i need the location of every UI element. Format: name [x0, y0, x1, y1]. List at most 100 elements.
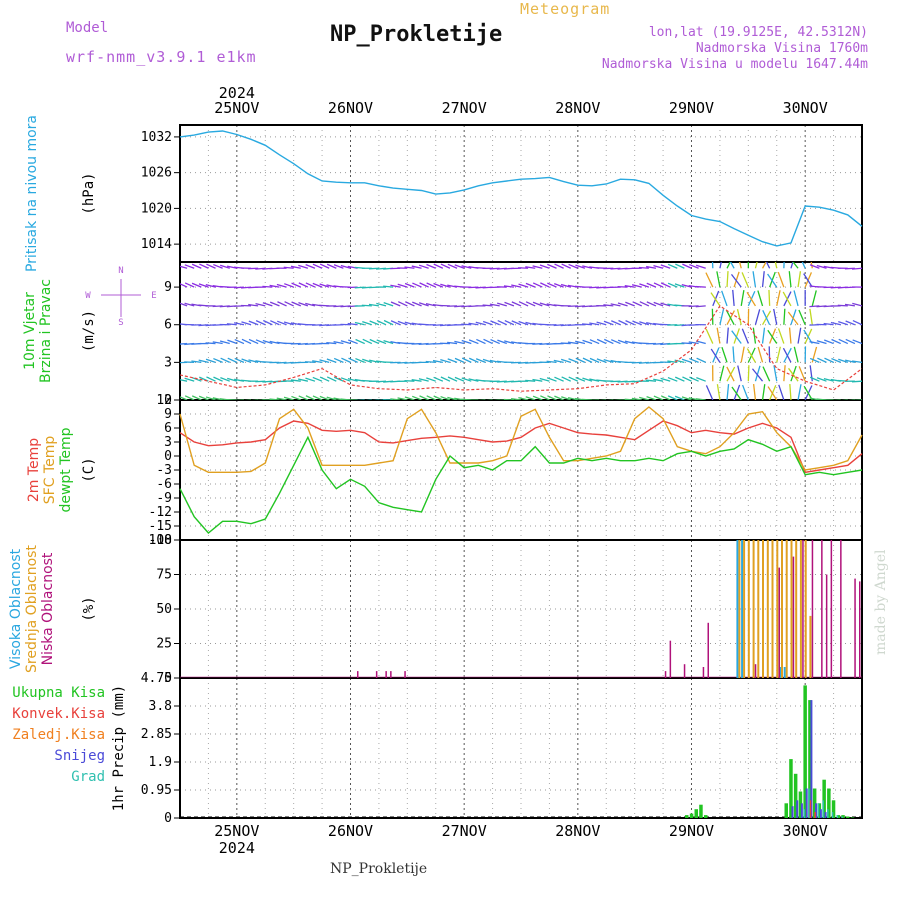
wind-barb — [730, 274, 742, 288]
wind-barb — [793, 346, 799, 363]
wind-barb — [362, 358, 373, 363]
x-tick-label-top: 25NOV — [214, 99, 259, 117]
y-tick-label: 6 — [164, 318, 172, 333]
wind-barb — [198, 283, 209, 288]
wind-barb — [496, 302, 507, 307]
wind-barb — [525, 282, 536, 288]
wind-barb — [788, 367, 799, 382]
wind-barb — [312, 376, 323, 382]
wind-barb — [767, 329, 778, 344]
footer-station-name: NP_Prokletije — [330, 861, 428, 877]
cloud-mid-bar — [781, 540, 783, 678]
precip-total-bar — [827, 788, 831, 818]
wind-barb — [740, 346, 745, 363]
wind-barb — [695, 340, 706, 345]
wind-barb — [782, 347, 792, 363]
wind-barb — [497, 339, 508, 345]
wind-barb — [525, 321, 536, 326]
wind-barb — [719, 262, 722, 269]
wind-barb — [419, 282, 429, 288]
wind-barb — [540, 395, 550, 400]
wind-barb — [731, 386, 742, 400]
wind-barb — [844, 267, 855, 270]
wind-barb — [447, 358, 458, 363]
cloud-low-bar — [830, 540, 833, 678]
compass-w-label: W — [85, 291, 91, 301]
wind-barb — [809, 308, 813, 325]
legend-label: Snijeg — [54, 748, 105, 764]
wind-barbs — [180, 262, 862, 400]
y-tick-label: 1.9 — [149, 755, 172, 770]
precip-total-bar — [704, 815, 708, 818]
wind-barb — [809, 376, 820, 382]
wind-barb — [741, 384, 749, 400]
wind-barb — [525, 396, 536, 400]
wind-barb — [845, 359, 856, 363]
cloud-low-bar — [811, 540, 814, 678]
wind-barb — [180, 265, 188, 269]
wind-barb — [811, 290, 817, 307]
wind-barb — [241, 358, 252, 363]
wind-barb — [319, 263, 330, 269]
wind-barb — [639, 321, 650, 326]
wind-barb — [426, 263, 436, 269]
wind-barb — [817, 357, 827, 363]
wind-barb — [852, 319, 862, 326]
y-tick-label: 9 — [164, 407, 172, 422]
wind-barb — [688, 341, 699, 345]
wind-barb — [596, 321, 607, 326]
wind-barb — [184, 264, 195, 269]
wind-barb — [719, 365, 725, 382]
wind-barb — [426, 395, 437, 400]
wind-barb — [227, 357, 238, 363]
wind-barb — [589, 322, 600, 326]
wind-barb — [767, 386, 778, 400]
cloud-low-bar — [357, 671, 359, 678]
precip-total-bar — [817, 803, 822, 818]
wind-barb — [404, 282, 415, 288]
wind-barb — [355, 357, 365, 363]
wind-barb — [369, 338, 380, 345]
wind-barb — [447, 341, 458, 345]
wind-barb — [476, 338, 486, 345]
wind-barb — [705, 328, 714, 344]
wind-barb — [646, 265, 657, 269]
wind-barb — [797, 271, 802, 288]
wind-barb — [783, 365, 786, 382]
wind-barb — [783, 308, 786, 325]
wind-barb — [568, 358, 579, 363]
wind-barb — [754, 309, 761, 325]
precip-snow-bar — [791, 806, 794, 818]
cloud-mid-bar — [776, 540, 779, 678]
y-tick-label: 9 — [164, 280, 172, 295]
panel-4: 4.75 3.8 2.85 1.9 0.95 0 1hr Precip (mm) Ukupna… — [12, 671, 863, 826]
wind-barb — [816, 340, 827, 345]
wind-barb — [291, 282, 302, 288]
credit-text: made by Angel — [873, 549, 889, 656]
wind-barb — [269, 340, 280, 345]
wind-barb — [667, 395, 678, 400]
wind-barb — [711, 262, 714, 269]
precip-hail-bar — [822, 800, 824, 818]
wind-barb — [798, 366, 806, 382]
wind-barb — [180, 283, 188, 288]
wind-barb — [721, 290, 728, 307]
wind-barb — [248, 303, 259, 307]
cloud-high-bar — [741, 540, 744, 678]
wind-barb — [554, 395, 564, 400]
wind-barb — [532, 395, 543, 400]
wind-barb — [632, 320, 643, 326]
sfc-temp-line — [179, 406, 863, 473]
wind-barb — [405, 301, 415, 307]
wind-barb — [440, 376, 451, 382]
y-axis-label: 1hr Precip (mm) — [111, 685, 127, 811]
wind-barb — [362, 338, 373, 345]
wind-barb — [568, 263, 579, 269]
y-tick-label: 50 — [156, 602, 172, 617]
wind-barb — [776, 346, 781, 363]
wind-barb — [625, 301, 635, 307]
wind-barb — [688, 305, 699, 308]
compass-s-label: S — [118, 318, 123, 328]
wind-barb — [589, 378, 600, 382]
wind-barb — [226, 323, 237, 326]
